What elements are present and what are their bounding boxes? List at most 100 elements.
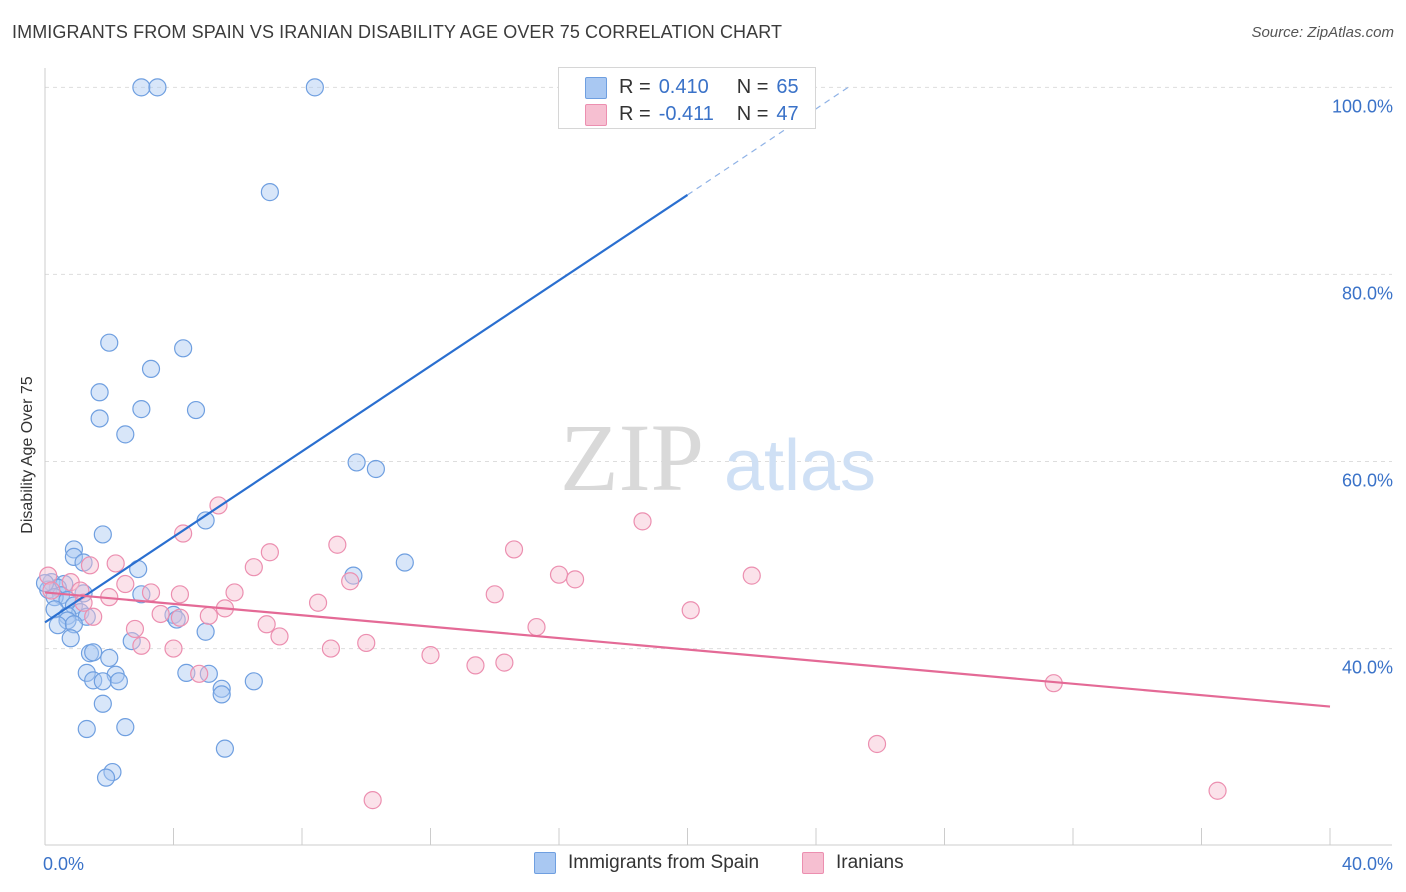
point-spain [64,615,84,634]
point-iranians [328,535,347,554]
point-spain [93,694,112,713]
point-spain [215,739,234,758]
point-iranians [485,585,504,604]
point-iranians [504,540,524,559]
point-spain [64,540,84,559]
point-spain [64,547,84,567]
point-spain [132,400,151,419]
point-iranians [141,583,161,602]
point-spain [305,78,324,97]
legend-r-label: R = [619,75,651,98]
point-iranians [742,566,761,585]
point-iranians [495,653,514,672]
point-spain [109,672,128,691]
point-iranians [116,574,135,594]
point-spain [116,425,135,444]
x-tick-label: 0.0% [43,854,84,874]
legend-r-value: -0.411 [658,102,714,125]
point-iranians [39,566,58,585]
point-spain [84,671,103,690]
point-iranians [260,543,279,562]
watermark-atlas: atlas [724,426,876,506]
point-iranians [633,512,652,531]
point-iranians [225,583,244,602]
point-spain [77,719,96,739]
point-spain [74,584,93,603]
point-spain [366,459,385,479]
point-spain [199,664,218,683]
point-iranians [527,617,546,637]
legend-swatch-spain [585,77,607,99]
gridlines [45,86,1392,650]
chart-source: Source: ZipAtlas.com [1251,24,1394,41]
bottom-legend-iranians: Iranians [802,852,904,874]
point-spain [93,672,112,691]
point-iranians [308,593,328,612]
point-spain [148,78,167,97]
point-iranians [565,570,585,589]
bottom-legend-label-iranians: Iranians [836,852,904,873]
point-spain [260,183,279,202]
point-iranians [164,639,183,658]
legend-n-value: 47 [776,102,799,125]
legend-r-value: 0.410 [658,75,709,98]
bottom-legend-swatch-spain [534,852,556,874]
point-iranians [357,633,376,653]
point-spain [132,78,151,97]
correlation-legend: R = 0.410 N = 65 R = -0.411 N = 47 [558,67,816,129]
point-iranians [270,627,289,646]
point-iranians [867,734,887,754]
point-iranians [106,554,125,573]
point-iranians [170,585,190,604]
axes [44,68,1392,846]
trend-lines [44,86,1331,708]
point-iranians [190,664,209,683]
point-iranians [341,572,360,591]
point-iranians [174,524,193,543]
point-iranians [421,646,440,665]
point-spain [141,359,161,378]
point-spain [212,685,231,704]
y-tick-label: 80.0% [1342,283,1393,303]
point-spain [93,525,112,544]
legend-n-label: N = [736,102,769,125]
point-spain [96,768,116,787]
point-iranians [257,615,276,634]
point-spain [100,648,119,668]
legend-n-label: N = [736,75,769,98]
y-tick-label: 100.0% [1332,96,1393,116]
trend-line-iranians [44,591,1331,708]
point-iranians [321,639,341,658]
bottom-legend-spain: Immigrants from Spain [534,852,759,874]
point-spain [344,566,363,585]
point-spain [61,629,80,648]
bottom-legend-label-spain: Immigrants from Spain [568,852,760,873]
point-iranians [244,558,263,577]
legend-row-iranians: R = -0.411 N = 47 [585,101,799,127]
point-iranians [681,601,700,620]
x-tick-label: 40.0% [1342,854,1393,874]
legend-r-label: R = [619,102,651,125]
legend-n-value: 65 [776,75,799,98]
point-iranians [363,791,382,810]
point-iranians [1208,781,1227,800]
point-iranians [132,636,151,655]
series-iranians [39,496,1227,810]
series-immigrants-from-spain [35,78,581,787]
point-spain [244,672,263,691]
point-spain [90,383,109,402]
point-spain [100,333,119,352]
point-spain [48,616,67,635]
point-spain [84,643,103,662]
point-iranians [199,606,218,625]
bottom-legend-swatch-iranians [802,852,824,874]
point-iranians [549,565,569,584]
point-spain [116,718,135,737]
y-tick-label: 40.0% [1342,658,1393,678]
point-spain [212,679,231,698]
point-spain [90,409,109,428]
point-spain [347,453,366,472]
legend-swatch-iranians [585,104,607,126]
tick-labels: 40.0% 60.0% 80.0% 100.0% 0.0% 40.0% [43,96,1393,874]
